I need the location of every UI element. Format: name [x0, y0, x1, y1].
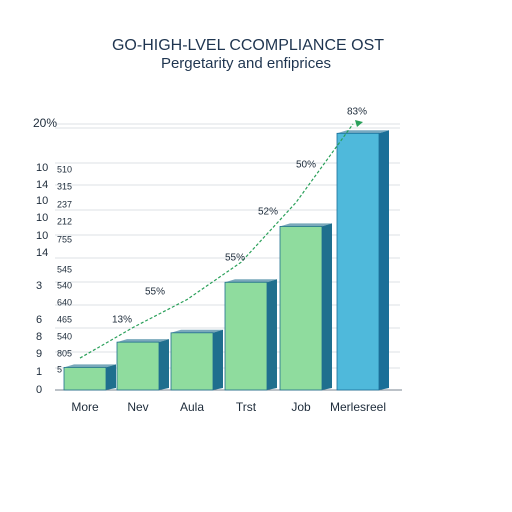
y-axis-label: 14	[36, 179, 48, 191]
y-axis-label-secondary: 212	[57, 216, 72, 226]
bar-top	[117, 339, 169, 343]
y-axis-label: 6	[36, 314, 42, 326]
y-axis-label-secondary: 755	[57, 234, 72, 244]
y-axis-label-secondary: 540	[57, 280, 72, 290]
x-tick-label: Aula	[180, 400, 204, 414]
y-axis-label: 0	[36, 384, 42, 396]
annotation: 55%	[225, 253, 245, 264]
annotation: 83%	[347, 107, 367, 118]
bar-top	[64, 364, 116, 368]
y-axis-label: 14	[36, 247, 48, 259]
y-axis-label: 8	[36, 331, 42, 343]
y-axis-label-secondary: 465	[57, 314, 72, 324]
bar-top	[171, 329, 223, 333]
y-axis-label: 1	[36, 366, 42, 378]
y-axis-label: 10	[36, 195, 48, 207]
bar-side	[322, 223, 332, 390]
x-tick-label: Nev	[127, 400, 148, 414]
annotation: 52%	[258, 207, 278, 218]
bar	[224, 281, 268, 391]
y-axis-label-secondary: 315	[57, 181, 72, 191]
bar-side	[106, 364, 116, 390]
y-axis-label: 9	[36, 348, 42, 360]
y-tick-label: 20%	[33, 116, 57, 130]
bar-top	[280, 223, 332, 227]
y-axis-label-secondary: 510	[57, 164, 72, 174]
y-axis-label: 10	[36, 230, 48, 242]
bar-side	[267, 279, 277, 390]
y-axis-label-secondary: 640	[57, 297, 72, 307]
annotation: 50%	[296, 160, 316, 171]
y-axis-label-secondary: 805	[57, 348, 72, 358]
bar-side	[379, 130, 389, 390]
bar-top	[337, 130, 389, 134]
bar-side	[159, 339, 169, 390]
bar	[170, 332, 214, 391]
y-axis-label-secondary: 540	[57, 331, 72, 341]
annotation: 13%	[112, 315, 132, 326]
trend-arrow	[355, 120, 363, 127]
y-axis-label: 10	[36, 162, 48, 174]
trend-line	[79, 123, 354, 359]
bar	[279, 226, 323, 391]
bar	[116, 341, 160, 391]
y-axis-label-secondary: 545	[57, 264, 72, 274]
y-axis-label: 3	[36, 280, 42, 292]
chart-subtitle: Pergetarity and enfiprices	[161, 55, 331, 72]
y-axis-label: 10	[36, 212, 48, 224]
bar-side	[213, 329, 223, 390]
chart-title: GO-HIGH-LVEL CCOMPLIANCE OST	[112, 37, 384, 54]
annotation: 55%	[145, 287, 165, 298]
x-tick-label: Trst	[236, 400, 257, 414]
x-tick-label: More	[71, 400, 99, 414]
bar-top	[225, 279, 277, 283]
bar	[336, 132, 380, 391]
y-axis-label-secondary: 5	[57, 364, 62, 374]
plot: 20%1014101010143689105103152372127555455…	[33, 107, 389, 414]
y-axis-label-secondary: 237	[57, 199, 72, 209]
bar	[63, 366, 107, 391]
x-tick-label: Job	[291, 400, 311, 414]
x-tick-label: Merlesreel	[330, 400, 386, 414]
